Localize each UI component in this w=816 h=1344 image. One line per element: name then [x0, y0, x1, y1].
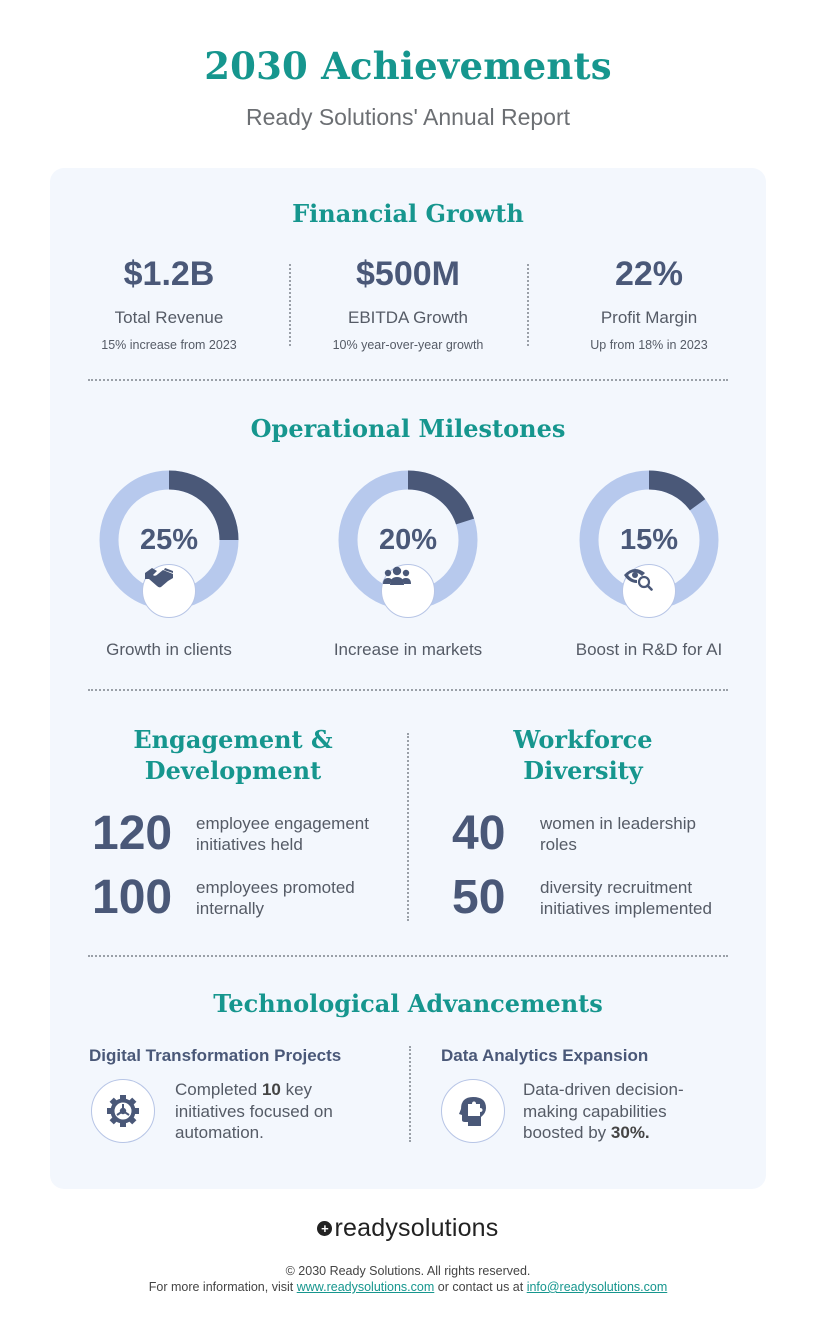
milestone-clients: 25% Growth in clients — [50, 470, 288, 660]
donut-percent: 25% — [139, 524, 199, 556]
gear-icon — [91, 1079, 155, 1143]
donut-value-arc — [338, 470, 478, 610]
milestone-label: Boost in R&D for AI — [575, 640, 723, 659]
tech-text-bold: 10 — [261, 1080, 281, 1099]
logo-text: readysolutions — [334, 1214, 499, 1242]
report-card: Financial Growth $1.2B Total Revenue 15%… — [50, 168, 766, 1189]
stat-text: diversity recruitment initiatives implem… — [540, 877, 712, 919]
diversity-stat: 40 women in leadership roles — [452, 806, 696, 861]
plus-icon: + — [317, 1221, 333, 1236]
financial-note: 15% increase from 2023 — [101, 338, 237, 352]
stat-text: women in leadership roles — [540, 813, 696, 855]
stat-number: 100 — [92, 871, 173, 924]
financial-label: EBITDA Growth — [348, 308, 468, 327]
divider — [407, 733, 409, 921]
handshake-icon — [142, 564, 196, 618]
divider — [409, 1046, 411, 1142]
stat-text-line: women in leadership — [540, 813, 696, 833]
stat-number: 50 — [452, 871, 506, 924]
financial-item-ebitda: $500M EBITDA Growth 10% year-over-year g… — [289, 252, 527, 352]
stat-number: 40 — [452, 807, 506, 860]
engagement-title-line2: Development — [144, 756, 322, 785]
section-divider — [88, 955, 728, 957]
tech-heading-digital: Digital Transformation Projects — [89, 1046, 342, 1065]
financial-label: Total Revenue — [114, 308, 224, 327]
diversity-title-line1: Workforce — [513, 725, 653, 754]
footer-info-middle: or contact us at — [434, 1280, 527, 1294]
milestone-markets: 20% Increase in markets — [289, 470, 527, 660]
website-link[interactable]: www.readysolutions.com — [296, 1280, 435, 1294]
page-subtitle: Ready Solutions' Annual Report — [245, 104, 571, 130]
financial-note: 10% year-over-year growth — [332, 338, 484, 352]
head-puzzle-icon — [441, 1079, 505, 1143]
diversity-title: Workforce Diversity — [438, 724, 728, 786]
divider — [527, 264, 529, 346]
donut-percent: 15% — [619, 524, 679, 556]
technological-advancements-title: Technological Advancements — [213, 989, 603, 1018]
financial-growth-title: Financial Growth — [292, 199, 524, 228]
financial-item-revenue: $1.2B Total Revenue 15% increase from 20… — [50, 252, 288, 352]
engagement-stat: 100 employees promoted internally — [92, 870, 355, 925]
page-title: 2030 Achievements — [204, 44, 612, 88]
company-logo: + readysolutions — [0, 1214, 816, 1243]
engagement-title: Engagement & Development — [88, 724, 378, 786]
milestone-rnd: 15% Boost in R&D for AI — [530, 470, 768, 660]
stat-text-line: initiatives held — [196, 834, 303, 854]
diversity-title-line2: Diversity — [523, 756, 643, 785]
financial-value: $500M — [356, 255, 460, 293]
engagement-title-line1: Engagement & — [133, 725, 333, 754]
tech-text-part: Data-driven decision-making capabilities… — [523, 1080, 684, 1142]
footer-info: For more information, visit www.readysol… — [0, 1280, 816, 1294]
donut-value-arc — [579, 470, 719, 610]
stat-text: employees promoted internally — [196, 877, 355, 919]
financial-value: 22% — [614, 255, 684, 293]
footer-copyright: © 2030 Ready Solutions. All rights reser… — [285, 1264, 531, 1278]
milestone-label: Growth in clients — [106, 640, 232, 659]
operational-milestones-title: Operational Milestones — [250, 414, 566, 443]
tech-text-part: key initiatives focused on automation. — [175, 1080, 333, 1142]
stat-text-line: roles — [540, 834, 577, 854]
stat-number: 120 — [92, 807, 173, 860]
people-group-icon — [381, 564, 435, 618]
stat-text-line: employees promoted — [196, 877, 355, 897]
tech-text-bold: 30%. — [610, 1123, 650, 1142]
footer-info-prefix: For more information, visit — [148, 1280, 297, 1294]
donut-value-arc — [99, 470, 239, 610]
section-divider — [88, 379, 728, 381]
stat-text: employee engagement initiatives held — [196, 813, 369, 855]
stat-text-line: internally — [196, 898, 265, 918]
divider — [289, 264, 291, 346]
diversity-stat: 50 diversity recruitment initiatives imp… — [452, 870, 712, 925]
milestone-label: Increase in markets — [333, 640, 483, 659]
email-link[interactable]: info@readysolutions.com — [526, 1280, 668, 1294]
tech-heading-analytics: Data Analytics Expansion — [441, 1046, 649, 1065]
stat-text-line: diversity recruitment — [540, 877, 693, 897]
financial-item-margin: 22% Profit Margin Up from 18% in 2023 — [530, 252, 768, 352]
tech-text-part: Completed — [175, 1080, 262, 1099]
donut-percent: 20% — [378, 524, 438, 556]
section-divider — [88, 689, 728, 691]
financial-note: Up from 18% in 2023 — [590, 338, 708, 352]
financial-label: Profit Margin — [600, 308, 698, 327]
financial-value: $1.2B — [123, 255, 215, 293]
tech-text-digital: Completed 10 key initiatives focused on … — [175, 1079, 365, 1144]
stat-text-line: employee engagement — [196, 813, 369, 833]
stat-text-line: initiatives implemented — [540, 898, 712, 918]
engagement-stat: 120 employee engagement initiatives held — [92, 806, 369, 861]
tech-text-analytics: Data-driven decision-making capabilities… — [523, 1079, 723, 1144]
eye-search-icon — [622, 564, 676, 618]
